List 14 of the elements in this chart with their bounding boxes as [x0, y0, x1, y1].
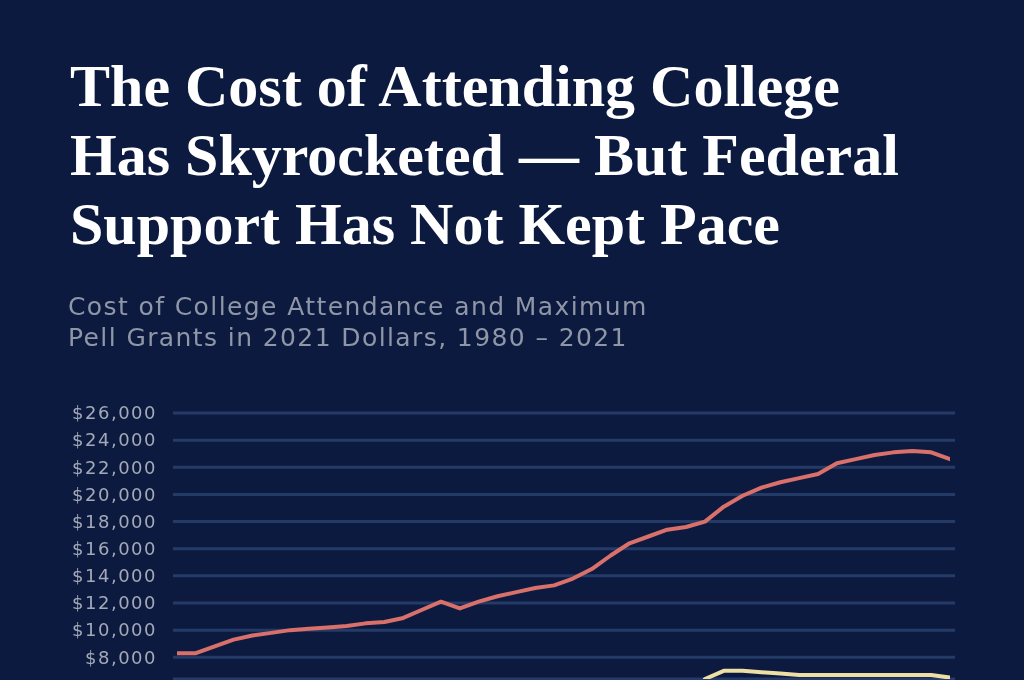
- y-tick-label: $24,000: [72, 429, 157, 451]
- chart-title: The Cost of Attending College Has Skyrocketed — But Federal Support Has Not Kept Pace: [70, 52, 900, 259]
- y-tick-label: $12,000: [72, 592, 157, 614]
- chart-subtitle: Cost of College Attendance and Maximum Pell Grants in 2021 Dollars, 1980 – 2021: [68, 291, 649, 353]
- line-series: [702, 668, 950, 679]
- line-series: [177, 449, 950, 656]
- y-tick-label: $8,000: [85, 646, 157, 668]
- y-tick-label: $22,000: [72, 456, 157, 478]
- y-tick-label: $26,000: [72, 402, 157, 424]
- y-tick-label: $10,000: [72, 619, 157, 641]
- y-tick-label: $18,000: [72, 510, 157, 532]
- y-tick-label: $16,000: [72, 538, 157, 560]
- y-tick-label: $14,000: [72, 565, 157, 587]
- y-tick-label: $20,000: [72, 483, 157, 505]
